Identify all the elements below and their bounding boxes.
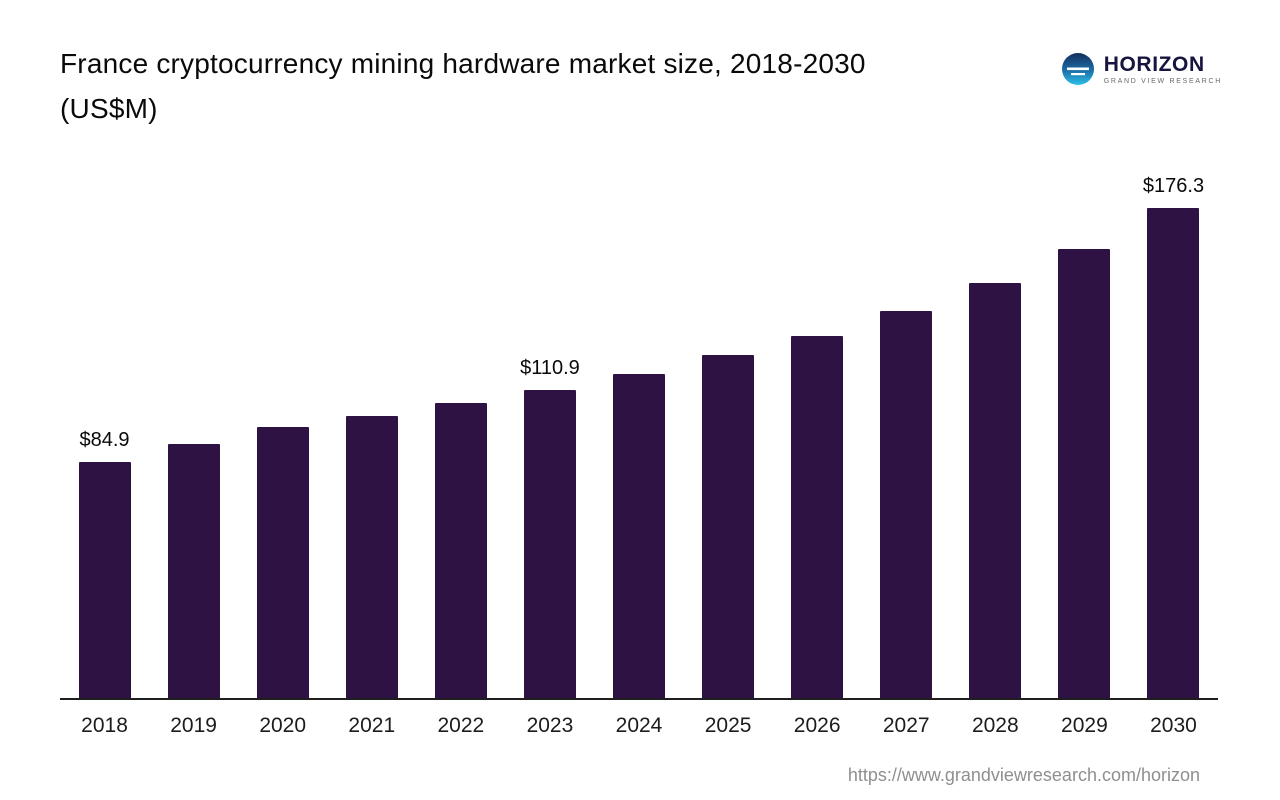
header: France cryptocurrency mining hardware ma… xyxy=(0,0,1280,132)
x-tick-label-2018: 2018 xyxy=(81,714,128,737)
bar-2029 xyxy=(1058,249,1111,698)
chart-title: France cryptocurrency mining hardware ma… xyxy=(60,42,866,132)
bar-column: $176.3 xyxy=(1129,175,1218,698)
x-tick-label-2027: 2027 xyxy=(882,714,930,737)
x-tick-label-2030: 2030 xyxy=(1150,714,1197,737)
x-tick-label-2028: 2028 xyxy=(971,714,1019,737)
x-tick-label-2026: 2026 xyxy=(793,714,841,737)
bar-column xyxy=(773,200,862,698)
bar-column xyxy=(416,200,505,698)
bar-column xyxy=(149,200,238,698)
bar-2024 xyxy=(613,374,665,698)
x-tick-label-2025: 2025 xyxy=(704,714,752,737)
bar-2021 xyxy=(345,416,398,698)
x-tick-label-2022: 2022 xyxy=(437,714,485,737)
bar-2030 xyxy=(1147,208,1200,698)
bar-column xyxy=(1040,200,1129,698)
bar-2020 xyxy=(256,427,309,698)
x-tick-label-2023: 2023 xyxy=(526,714,574,737)
x-tick-label-2019: 2019 xyxy=(170,714,217,737)
bar-value-label: $110.9 xyxy=(520,357,580,379)
bar-value-label: $176.3 xyxy=(1142,175,1205,197)
bar-2023 xyxy=(523,390,576,698)
bar-value-label: $84.9 xyxy=(79,429,130,451)
bar-2018 xyxy=(78,462,131,698)
bar-chart: $84.9 $110.9 $176.3 2018 2019 2020 2021 2022 20… xyxy=(60,175,1218,738)
bar-2028 xyxy=(969,283,1022,698)
x-tick-label-2021: 2021 xyxy=(348,714,396,737)
x-axis: 2018 2019 2020 2021 2022 2023 2024 2025 2026 2027… xyxy=(60,714,1218,738)
x-tick-label-2020: 2020 xyxy=(259,714,307,737)
chart-title-line1: France cryptocurrency mining hardware ma… xyxy=(60,48,866,79)
bar-column xyxy=(684,200,773,698)
bar-column xyxy=(862,200,951,698)
bar-column xyxy=(238,200,327,698)
x-tick-label-2029: 2029 xyxy=(1061,714,1108,737)
bar-2025 xyxy=(702,355,755,698)
brand-logo: HORIZON GRAND VIEW RESEARCH xyxy=(1061,52,1222,86)
plot-area: $84.9 $110.9 $176.3 xyxy=(60,175,1218,700)
brand-logo-text: HORIZON GRAND VIEW RESEARCH xyxy=(1104,54,1222,85)
brand-subtitle: GRAND VIEW RESEARCH xyxy=(1103,77,1222,85)
horizon-globe-icon xyxy=(1061,53,1094,85)
bar-2027 xyxy=(880,311,933,698)
bar-column: $84.9 xyxy=(60,200,149,698)
x-tick-label-2024: 2024 xyxy=(615,714,663,737)
chart-title-line2: (US$M) xyxy=(60,92,158,124)
bar-column: $110.9 xyxy=(505,200,594,698)
bar-column xyxy=(327,200,416,698)
bar-2022 xyxy=(434,403,487,698)
bar-2019 xyxy=(167,444,220,698)
source-url: https://www.grandviewresearch.com/horizo… xyxy=(847,765,1200,785)
bar-2026 xyxy=(791,336,844,698)
bar-column xyxy=(951,200,1040,698)
bar-column xyxy=(594,200,683,698)
brand-name: HORIZON xyxy=(1103,52,1205,76)
